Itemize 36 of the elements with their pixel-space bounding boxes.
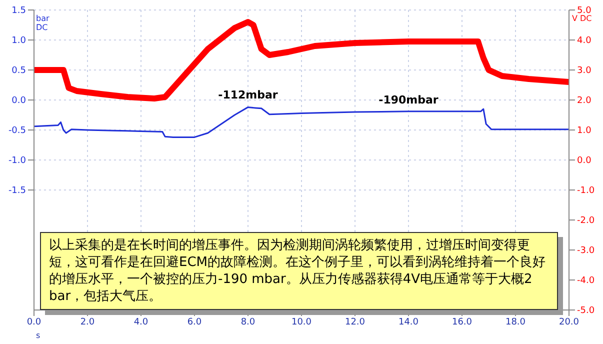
x-tick-label: 12.0 — [344, 317, 366, 328]
annotation: -112mbar — [218, 88, 278, 102]
y2-tick-label: 4.0 — [577, 36, 592, 46]
x-tick-label: 10.0 — [291, 317, 312, 328]
y2-tick-label: -4.0 — [577, 276, 595, 286]
x-tick-label: 6.0 — [187, 317, 202, 328]
y-tick-label: -1.5 — [8, 186, 26, 196]
y2-tick-label: 3.0 — [577, 66, 592, 76]
y-tick-label: -1.0 — [8, 156, 26, 166]
y-tick-label: 0.0 — [12, 96, 26, 106]
y2-tick-label: 0.0 — [577, 156, 592, 166]
y-tick-label: 1.5 — [12, 6, 26, 16]
y-tick-label: 1.0 — [12, 36, 26, 46]
x-tick-label: 4.0 — [134, 317, 148, 328]
x-tick-label: 8.0 — [240, 317, 256, 328]
x-tick-label: 14.0 — [398, 317, 419, 328]
y-axis-title: bar DC — [36, 14, 50, 32]
y2-tick-label: -3.0 — [577, 246, 595, 256]
y2-tick-label: -2.0 — [577, 216, 595, 226]
annotation: -190mbar — [378, 93, 439, 106]
x-tick-label: 2.0 — [80, 317, 95, 328]
x-tick-label: 16.0 — [452, 317, 472, 328]
annotation: 以上采集的是在长时间的增压事件。因为检测期间涡轮频繁使用，过增压时间变得更短，这可看作是在回避ECM的故障检测。在这个例子里，可以看到涡轮维持着一个良好的增压水平，一个被控的压力-190 mbar。从压力传感器获得4V电压通常等于大概2 bar，包括大气压。 — [40, 232, 558, 310]
x-tick-label: 0.0 — [26, 317, 42, 328]
y2-tick-label: 5.0 — [577, 6, 592, 16]
y2-axis-title: V DC — [572, 14, 592, 23]
y2-tick-label: -5.0 — [577, 306, 595, 316]
y-tick-label: 0.5 — [12, 66, 26, 76]
x-tick-label: 18.0 — [505, 317, 526, 328]
y2-tick-label: 2.0 — [577, 96, 592, 106]
x-tick-label: 20.0 — [558, 317, 580, 328]
x-axis-title: s — [36, 331, 40, 340]
y2-tick-label: 1.0 — [577, 126, 592, 136]
y-tick-label: -0.5 — [8, 126, 26, 136]
y2-tick-label: -1.0 — [577, 186, 595, 196]
line-series — [34, 106, 569, 138]
